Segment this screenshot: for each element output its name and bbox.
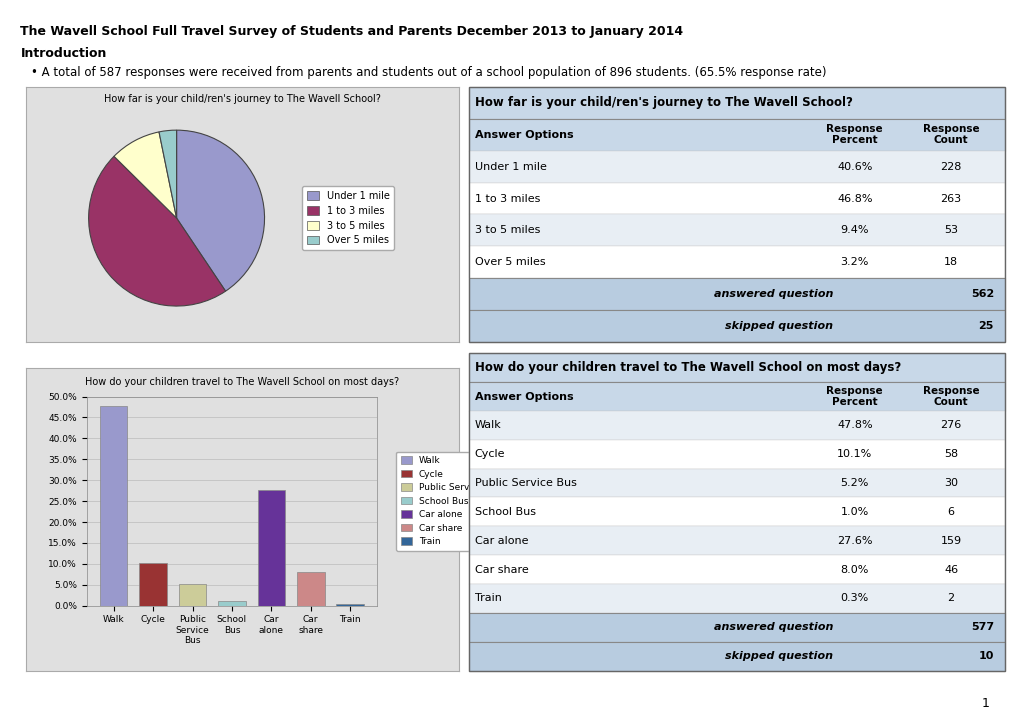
- Text: answered question: answered question: [713, 290, 833, 299]
- Text: Answer Options: Answer Options: [474, 392, 573, 402]
- Text: 276: 276: [940, 420, 961, 430]
- Text: 1: 1: [980, 697, 988, 710]
- Bar: [469, 382, 1004, 411]
- Text: Cycle: Cycle: [474, 449, 504, 459]
- Text: 577: 577: [970, 622, 994, 632]
- Text: 46: 46: [944, 565, 957, 575]
- Text: 228: 228: [940, 162, 961, 172]
- Bar: [469, 555, 1004, 584]
- Bar: [469, 497, 1004, 526]
- Bar: [469, 411, 1004, 440]
- Text: Response
Percent: Response Percent: [825, 386, 882, 407]
- Legend: Walk, Cycle, Public Service Bus, School Bus, Car alone, Car share, Train: Walk, Cycle, Public Service Bus, School …: [395, 451, 505, 551]
- Text: 263: 263: [940, 193, 961, 203]
- Text: 6: 6: [947, 507, 954, 517]
- Bar: [297, 572, 324, 606]
- Text: Car alone: Car alone: [474, 536, 528, 546]
- Text: 3.2%: 3.2%: [840, 257, 868, 267]
- Bar: [469, 311, 1004, 342]
- Text: 1.0%: 1.0%: [840, 507, 868, 517]
- Text: 47.8%: 47.8%: [837, 420, 871, 430]
- Bar: [469, 353, 1004, 382]
- Text: 2: 2: [947, 593, 954, 603]
- Text: How do your children travel to The Wavell School on most days?: How do your children travel to The Wavel…: [474, 361, 900, 374]
- Bar: [257, 490, 285, 606]
- Bar: [469, 278, 1004, 311]
- Text: Car share: Car share: [474, 565, 528, 575]
- Text: The Wavell School Full Travel Survey of Students and Parents December 2013 to Ja: The Wavell School Full Travel Survey of …: [20, 25, 683, 38]
- Bar: [100, 406, 127, 606]
- Text: Response
Count: Response Count: [922, 124, 978, 146]
- Legend: Under 1 mile, 1 to 3 miles, 3 to 5 miles, Over 5 miles: Under 1 mile, 1 to 3 miles, 3 to 5 miles…: [302, 186, 394, 250]
- Text: 8.0%: 8.0%: [840, 565, 868, 575]
- Wedge shape: [114, 132, 176, 218]
- Text: 40.6%: 40.6%: [837, 162, 871, 172]
- Text: • A total of 587 responses were received from parents and students out of a scho: • A total of 587 responses were received…: [31, 66, 825, 79]
- Text: 58: 58: [944, 449, 957, 459]
- Wedge shape: [159, 130, 176, 218]
- Text: 18: 18: [944, 257, 957, 267]
- Text: 562: 562: [970, 290, 994, 299]
- Text: skipped question: skipped question: [725, 322, 833, 332]
- Text: 0.3%: 0.3%: [840, 593, 868, 603]
- Bar: [336, 604, 364, 606]
- Text: Answer Options: Answer Options: [474, 130, 573, 139]
- Bar: [469, 87, 1004, 118]
- Bar: [469, 526, 1004, 555]
- Text: 159: 159: [940, 536, 961, 546]
- Text: 10.1%: 10.1%: [837, 449, 871, 459]
- Text: 3 to 5 miles: 3 to 5 miles: [474, 226, 539, 236]
- Text: answered question: answered question: [713, 622, 833, 632]
- Text: Response
Count: Response Count: [922, 386, 978, 407]
- Bar: [469, 118, 1004, 151]
- Text: Introduction: Introduction: [20, 47, 107, 60]
- Bar: [469, 182, 1004, 214]
- Wedge shape: [89, 156, 225, 306]
- Bar: [469, 642, 1004, 671]
- Text: Over 5 miles: Over 5 miles: [474, 257, 544, 267]
- Bar: [178, 584, 206, 606]
- Text: 53: 53: [944, 226, 957, 236]
- Bar: [218, 601, 246, 606]
- Text: 46.8%: 46.8%: [837, 193, 871, 203]
- Text: Public Service Bus: Public Service Bus: [474, 478, 576, 488]
- Text: How far is your child/ren's journey to The Wavell School?: How far is your child/ren's journey to T…: [104, 94, 380, 105]
- Bar: [140, 563, 167, 606]
- Bar: [469, 151, 1004, 182]
- Text: 1 to 3 miles: 1 to 3 miles: [474, 193, 539, 203]
- Text: How do your children travel to The Wavell School on most days?: How do your children travel to The Wavel…: [86, 377, 398, 386]
- Text: 5.2%: 5.2%: [840, 478, 868, 488]
- Text: How far is your child/ren's journey to The Wavell School?: How far is your child/ren's journey to T…: [474, 96, 852, 109]
- Text: 9.4%: 9.4%: [840, 226, 868, 236]
- Bar: [469, 214, 1004, 247]
- Text: 30: 30: [944, 478, 957, 488]
- Bar: [469, 247, 1004, 278]
- Text: skipped question: skipped question: [725, 651, 833, 661]
- Bar: [469, 584, 1004, 613]
- Text: Train: Train: [474, 593, 501, 603]
- Text: 27.6%: 27.6%: [837, 536, 871, 546]
- Text: 25: 25: [977, 322, 994, 332]
- Text: Response
Percent: Response Percent: [825, 124, 882, 146]
- Bar: [469, 469, 1004, 497]
- Wedge shape: [176, 130, 264, 291]
- Text: 10: 10: [977, 651, 994, 661]
- Text: Walk: Walk: [474, 420, 500, 430]
- Bar: [469, 440, 1004, 469]
- Text: Under 1 mile: Under 1 mile: [474, 162, 546, 172]
- Text: School Bus: School Bus: [474, 507, 535, 517]
- Bar: [469, 613, 1004, 642]
